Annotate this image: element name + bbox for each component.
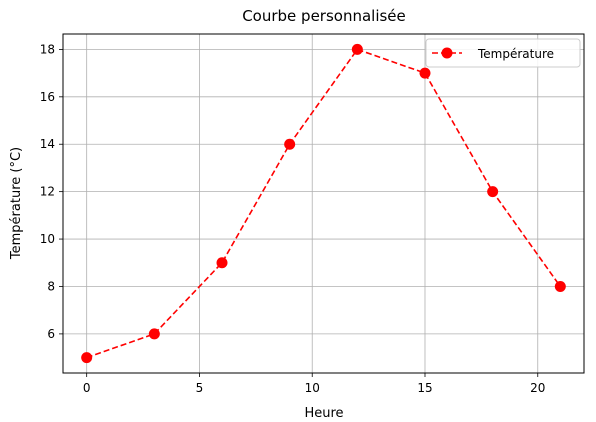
data-series: [81, 43, 566, 364]
y-tick-label: 16: [40, 90, 55, 104]
data-point: [81, 352, 93, 364]
data-point: [554, 280, 566, 292]
data-point: [284, 138, 296, 150]
y-axis-label: Température (°C): [9, 147, 24, 260]
data-point: [216, 257, 228, 269]
x-axis-label: Heure: [304, 406, 343, 421]
axis-ticks: 0 5 10 15 20 6 8 10 12 14 16 18: [40, 42, 546, 395]
y-tick-label: 10: [40, 232, 55, 246]
legend: Température: [425, 38, 581, 68]
data-point: [419, 67, 431, 79]
data-point: [351, 43, 363, 55]
legend-label: Température: [477, 47, 554, 61]
y-tick-label: 6: [47, 327, 55, 341]
x-tick-label: 0: [83, 381, 91, 395]
y-tick-label: 12: [40, 185, 55, 199]
series-line: [86, 48, 561, 359]
grid: [63, 34, 584, 373]
x-tick-label: 15: [417, 381, 432, 395]
legend-box: [425, 38, 581, 68]
y-tick-label: 8: [47, 279, 55, 293]
legend-marker-sample: [441, 47, 453, 59]
y-tick-label: 18: [40, 42, 55, 56]
data-point: [148, 328, 160, 340]
x-tick-label: 10: [305, 381, 320, 395]
plot-frame: [62, 33, 585, 374]
y-tick-label: 14: [40, 137, 55, 151]
x-tick-label: 20: [530, 381, 545, 395]
data-point: [487, 186, 499, 198]
chart-title: Courbe personnalisée: [242, 7, 406, 25]
x-tick-label: 5: [196, 381, 204, 395]
